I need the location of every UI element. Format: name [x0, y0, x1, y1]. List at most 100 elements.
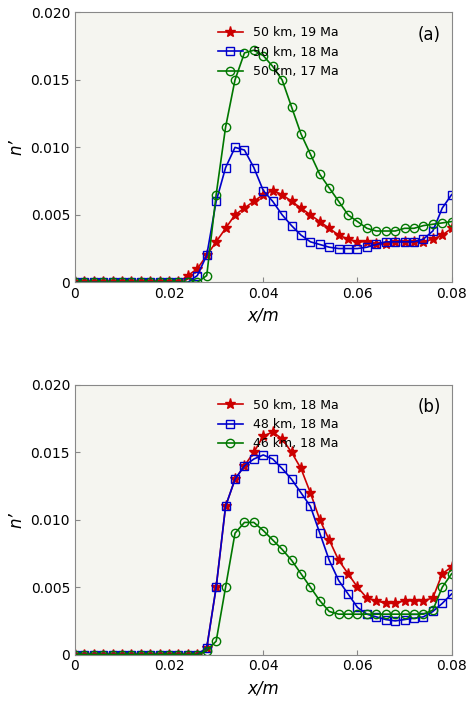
50 km, 18 Ma [420, 596, 426, 605]
50 km, 18 Ma [430, 593, 436, 602]
50 km, 18 Ma [157, 650, 163, 659]
50 km, 17 Ma [91, 278, 97, 287]
50 km, 17 Ma [420, 221, 426, 230]
50 km, 17 Ma [194, 278, 200, 287]
50 km, 17 Ma [119, 278, 125, 287]
50 km, 17 Ma [251, 46, 257, 54]
50 km, 17 Ma [345, 210, 351, 219]
50 km, 18 Ma [336, 556, 341, 565]
46 km, 18 Ma [213, 637, 219, 646]
46 km, 18 Ma [232, 529, 238, 537]
50 km, 18 Ma [298, 231, 304, 239]
50 km, 19 Ma [166, 278, 172, 287]
50 km, 19 Ma [260, 190, 266, 199]
50 km, 18 Ma [392, 237, 398, 246]
Line: 48 km, 18 Ma: 48 km, 18 Ma [71, 451, 456, 659]
50 km, 17 Ma [317, 170, 323, 179]
50 km, 18 Ma [279, 434, 285, 443]
46 km, 18 Ma [157, 650, 163, 659]
50 km, 19 Ma [213, 237, 219, 246]
48 km, 18 Ma [449, 590, 455, 598]
50 km, 18 Ma [147, 278, 153, 287]
50 km, 19 Ma [157, 278, 163, 287]
50 km, 18 Ma [383, 599, 389, 608]
48 km, 18 Ma [402, 615, 408, 624]
50 km, 18 Ma [298, 464, 304, 472]
46 km, 18 Ma [289, 556, 294, 565]
48 km, 18 Ma [213, 583, 219, 591]
46 km, 18 Ma [185, 650, 191, 659]
50 km, 18 Ma [392, 599, 398, 608]
50 km, 18 Ma [204, 643, 210, 652]
50 km, 19 Ma [176, 278, 182, 287]
50 km, 18 Ma [223, 163, 228, 172]
48 km, 18 Ma [194, 650, 200, 659]
50 km, 18 Ma [100, 650, 106, 659]
50 km, 17 Ma [128, 278, 134, 287]
50 km, 18 Ma [157, 278, 163, 287]
50 km, 17 Ma [449, 218, 455, 226]
50 km, 17 Ma [176, 278, 182, 287]
50 km, 18 Ma [420, 235, 426, 244]
50 km, 18 Ma [128, 650, 134, 659]
48 km, 18 Ma [308, 502, 313, 510]
Legend: 50 km, 18 Ma, 48 km, 18 Ma, 46 km, 18 Ma: 50 km, 18 Ma, 48 km, 18 Ma, 46 km, 18 Ma [213, 394, 344, 455]
48 km, 18 Ma [420, 612, 426, 621]
46 km, 18 Ma [411, 610, 417, 618]
50 km, 17 Ma [327, 184, 332, 192]
46 km, 18 Ma [392, 610, 398, 618]
50 km, 19 Ma [345, 235, 351, 244]
50 km, 19 Ma [392, 237, 398, 246]
50 km, 17 Ma [109, 278, 115, 287]
46 km, 18 Ma [270, 536, 275, 544]
50 km, 18 Ma [242, 462, 247, 470]
50 km, 17 Ma [260, 51, 266, 60]
50 km, 19 Ma [91, 278, 97, 287]
50 km, 19 Ma [194, 265, 200, 273]
50 km, 19 Ma [355, 237, 360, 246]
50 km, 19 Ma [289, 197, 294, 206]
50 km, 18 Ma [402, 596, 408, 605]
50 km, 19 Ma [100, 278, 106, 287]
50 km, 17 Ma [289, 103, 294, 111]
50 km, 18 Ma [355, 583, 360, 591]
50 km, 18 Ma [82, 650, 87, 659]
50 km, 18 Ma [411, 237, 417, 246]
48 km, 18 Ma [279, 464, 285, 472]
46 km, 18 Ma [109, 650, 115, 659]
50 km, 18 Ma [232, 143, 238, 151]
46 km, 18 Ma [128, 650, 134, 659]
50 km, 19 Ma [374, 240, 379, 249]
48 km, 18 Ma [327, 556, 332, 565]
50 km, 19 Ma [402, 237, 408, 246]
50 km, 19 Ma [364, 237, 370, 246]
50 km, 18 Ma [308, 489, 313, 497]
50 km, 17 Ma [185, 278, 191, 287]
50 km, 19 Ma [128, 278, 134, 287]
50 km, 17 Ma [298, 130, 304, 138]
46 km, 18 Ma [298, 570, 304, 578]
50 km, 19 Ma [439, 231, 445, 239]
50 km, 18 Ma [439, 570, 445, 578]
46 km, 18 Ma [402, 610, 408, 618]
46 km, 18 Ma [176, 650, 182, 659]
50 km, 18 Ma [185, 278, 191, 287]
46 km, 18 Ma [449, 570, 455, 578]
46 km, 18 Ma [138, 650, 144, 659]
50 km, 18 Ma [411, 596, 417, 605]
50 km, 17 Ma [279, 75, 285, 84]
48 km, 18 Ma [336, 576, 341, 584]
50 km, 18 Ma [402, 237, 408, 246]
50 km, 17 Ma [242, 49, 247, 57]
50 km, 19 Ma [251, 197, 257, 206]
50 km, 18 Ma [72, 278, 78, 287]
46 km, 18 Ma [374, 610, 379, 618]
46 km, 18 Ma [336, 610, 341, 618]
50 km, 18 Ma [251, 163, 257, 172]
50 km, 17 Ma [430, 220, 436, 229]
50 km, 19 Ma [72, 278, 78, 287]
50 km, 18 Ma [308, 237, 313, 246]
50 km, 18 Ma [194, 271, 200, 279]
46 km, 18 Ma [430, 606, 436, 615]
50 km, 18 Ma [364, 593, 370, 602]
